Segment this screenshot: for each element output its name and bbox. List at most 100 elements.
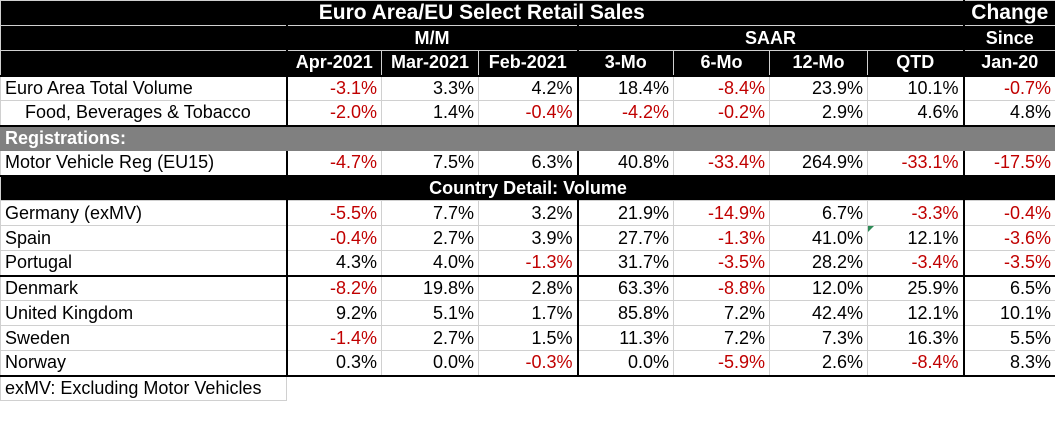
value-cell: 4.6%	[866, 100, 965, 127]
value-cell: -8.2%	[285, 275, 382, 301]
saar-group-header: SAAR	[576, 25, 965, 51]
value-cell: -17.5%	[962, 150, 1055, 177]
retail-sales-table: Euro Area/EU Select Retail Sales Change …	[0, 0, 1055, 401]
value-cell: 2.9%	[769, 100, 868, 127]
change-header-line2: Since	[962, 25, 1055, 51]
value-cell: 16.3%	[866, 325, 965, 351]
table-row: Portugal 4.3% 4.0% -1.3% 31.7% -3.5% 28.2% -3.…	[0, 250, 1055, 277]
value-cell: 5.5%	[962, 325, 1055, 351]
value-cell: 6.3%	[478, 150, 578, 177]
value-cell: 0.3%	[285, 350, 382, 377]
value-cell: 18.4%	[576, 75, 674, 101]
value-cell: 41.0%	[769, 225, 868, 251]
row-label: Spain	[0, 225, 287, 251]
value-cell: -0.4%	[285, 225, 382, 251]
value-cell: 4.0%	[381, 250, 479, 277]
value-cell: 25.9%	[866, 275, 965, 301]
value-cell: -8.4%	[866, 350, 965, 377]
col-header-apr: Apr-2021	[285, 50, 382, 77]
mm-group-header: M/M	[285, 25, 578, 51]
value-cell: 6.5%	[962, 275, 1055, 301]
value-cell: -1.4%	[285, 325, 382, 351]
value-cell: 12.0%	[769, 275, 868, 301]
value-cell: 11.3%	[576, 325, 674, 351]
col-header-6mo: 6-Mo	[673, 50, 770, 77]
value-cell: -5.9%	[673, 350, 770, 377]
value-cell: -1.3%	[673, 225, 770, 251]
section-label-registrations: Registrations:	[0, 125, 287, 151]
value-cell: 4.3%	[285, 250, 382, 277]
table-row: Norway 0.3% 0.0% -0.3% 0.0% -5.9% 2.6% -8.4% 8.…	[0, 350, 1055, 377]
label-header-blank	[0, 25, 287, 51]
value-cell: -3.5%	[673, 250, 770, 277]
value-cell: 10.1%	[866, 75, 965, 101]
value-cell: 7.7%	[381, 200, 479, 226]
value-cell: -0.3%	[478, 350, 578, 377]
col-header-3mo: 3-Mo	[576, 50, 674, 77]
value-cell: 1.7%	[478, 300, 578, 326]
row-label: Food, Beverages & Tobacco	[0, 100, 287, 127]
value-cell: -3.3%	[866, 200, 965, 226]
change-header-line3: Jan-20	[962, 50, 1055, 77]
value-cell: -2.0%	[285, 100, 382, 127]
value-cell: 31.7%	[576, 250, 674, 277]
row-label: Norway	[0, 350, 287, 377]
table-row: Motor Vehicle Reg (EU15) -4.7% 7.5% 6.3% 40…	[0, 150, 1055, 177]
value-cell: 28.2%	[769, 250, 868, 277]
value-cell: -8.4%	[673, 75, 770, 101]
value-cell: 23.9%	[769, 75, 868, 101]
section-row: Country Detail: Volume	[0, 175, 1055, 201]
value-cell: -4.2%	[576, 100, 674, 127]
value-cell: 9.2%	[285, 300, 382, 326]
value-cell: -14.9%	[673, 200, 770, 226]
row-label: Germany (exMV)	[0, 200, 287, 226]
value-cell: 27.7%	[576, 225, 674, 251]
value-cell: -3.6%	[962, 225, 1055, 251]
value-cell: 1.4%	[381, 100, 479, 127]
value-cell: 63.3%	[576, 275, 674, 301]
row-label: Denmark	[0, 275, 287, 301]
value-cell: 7.5%	[381, 150, 479, 177]
value-cell: 42.4%	[769, 300, 868, 326]
table-row: United Kingdom 9.2% 5.1% 1.7% 85.8% 7.2% 42.4…	[0, 300, 1055, 326]
value-cell: -1.3%	[478, 250, 578, 277]
value-cell: 85.8%	[576, 300, 674, 326]
section-row: Registrations:	[0, 125, 1055, 151]
value-cell: -3.4%	[866, 250, 965, 277]
value-cell: 264.9%	[769, 150, 868, 177]
table-row: Sweden -1.4% 2.7% 1.5% 11.3% 7.2% 7.3% 16.3% 5.…	[0, 325, 1055, 351]
table-row: Germany (exMV) -5.5% 7.7% 3.2% 21.9% -14.9% 6…	[0, 200, 1055, 226]
value-cell: -3.1%	[285, 75, 382, 101]
value-cell: 3.3%	[381, 75, 479, 101]
value-cell: 2.7%	[381, 225, 479, 251]
value-cell: 1.5%	[478, 325, 578, 351]
value-cell: -33.4%	[673, 150, 770, 177]
value-cell: 19.8%	[381, 275, 479, 301]
value-cell: 6.7%	[769, 200, 868, 226]
value-cell: -33.1%	[866, 150, 965, 177]
row-label: Portugal	[0, 250, 287, 277]
value-cell: 3.2%	[478, 200, 578, 226]
table-row: Spain -0.4% 2.7% 3.9% 27.7% -1.3% 41.0% 12.1% -…	[0, 225, 1055, 251]
table-title: Euro Area/EU Select Retail Sales	[0, 0, 965, 26]
value-cell: -0.7%	[962, 75, 1055, 101]
value-cell: -5.5%	[285, 200, 382, 226]
col-header-qtd: QTD	[866, 50, 965, 77]
value-cell: 2.7%	[381, 325, 479, 351]
value-cell: -0.4%	[478, 100, 578, 127]
table-row: Euro Area Total Volume -3.1% 3.3% 4.2% 18.4…	[0, 75, 1055, 101]
value-cell: 40.8%	[576, 150, 674, 177]
value-cell: 2.8%	[478, 275, 578, 301]
row-label: Motor Vehicle Reg (EU15)	[0, 150, 287, 177]
value-cell: -8.8%	[673, 275, 770, 301]
footnote: exMV: Excluding Motor Vehicles	[0, 375, 287, 401]
value-cell: 7.3%	[769, 325, 868, 351]
value-cell: -3.5%	[962, 250, 1055, 277]
col-header-12mo: 12-Mo	[769, 50, 868, 77]
row-label: United Kingdom	[0, 300, 287, 326]
value-cell: 12.1%	[866, 300, 965, 326]
value-cell: -0.4%	[962, 200, 1055, 226]
col-header-mar: Mar-2021	[381, 50, 479, 77]
table-row: Denmark -8.2% 19.8% 2.8% 63.3% -8.8% 12.0% 25.…	[0, 275, 1055, 301]
section-label-country-detail: Country Detail: Volume	[0, 175, 1055, 201]
